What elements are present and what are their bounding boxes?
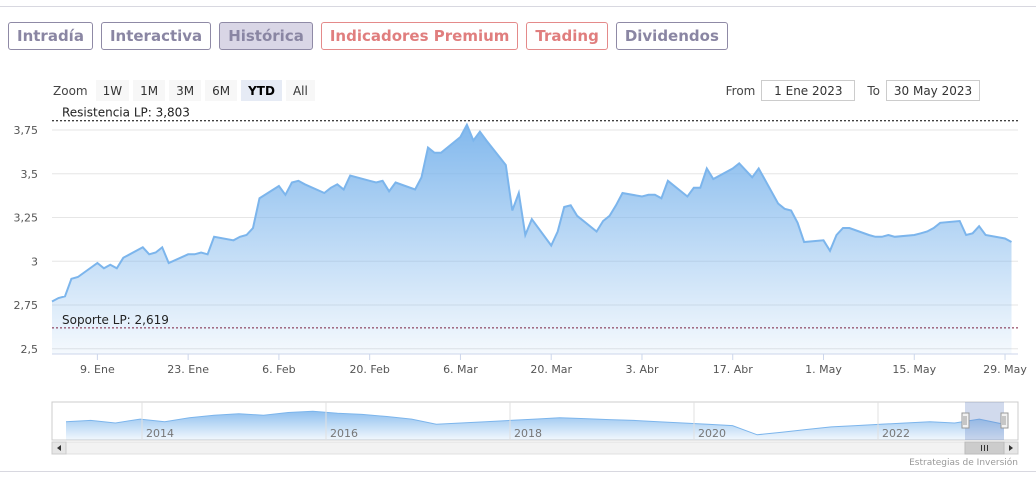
price-area-fill	[52, 124, 1012, 354]
to-date-input[interactable]	[886, 80, 980, 101]
from-date-input[interactable]	[761, 80, 856, 101]
zoom-button-2[interactable]: 3M	[169, 80, 202, 101]
tab-5[interactable]: Dividendos	[615, 22, 728, 50]
tab-3[interactable]: Indicadores Premium	[320, 22, 519, 50]
navigator-window	[965, 402, 1004, 440]
price-line	[51, 122, 1012, 303]
y-tick-label: 2,75	[14, 299, 39, 312]
y-tick-label: 3,5	[21, 168, 39, 181]
plot-line-label-1: Soporte LP: 2,619	[62, 313, 169, 327]
navigator-year-label: 2022	[882, 427, 910, 440]
arrow-left-icon	[57, 445, 61, 451]
x-tick-label: 20. Feb	[349, 363, 389, 376]
x-tick-label: 20. Mar	[530, 363, 572, 376]
x-tick-label: 9. Ene	[80, 363, 115, 376]
x-tick-label: 3. Abr	[625, 363, 658, 376]
zoom-button-4[interactable]: YTD	[241, 80, 282, 101]
x-tick-label: 6. Mar	[443, 363, 478, 376]
zoom-button-3[interactable]: 6M	[205, 80, 238, 101]
navigator-year-label: 2016	[330, 427, 358, 440]
tab-4[interactable]: Trading	[526, 22, 608, 50]
chart-tabs: Intradía Interactiva Histórica Indicadores …	[8, 22, 728, 50]
navigator-line	[65, 410, 1005, 436]
zoom-button-0[interactable]: 1W	[95, 80, 130, 101]
zoom-button-5[interactable]: All	[285, 80, 315, 101]
date-range: From To	[726, 80, 980, 101]
bottom-divider	[0, 471, 1036, 472]
x-tick-label: 6. Feb	[262, 363, 295, 376]
x-tick-label: 29. May	[983, 363, 1027, 376]
arrow-right-icon	[1009, 445, 1013, 451]
y-tick-label: 3,25	[14, 212, 39, 225]
zoom-button-1[interactable]: 1M	[133, 80, 166, 101]
scrollbar-track	[51, 441, 1019, 455]
x-tick-label: 17. Abr	[713, 363, 753, 376]
credits: Estrategias de Inversión	[909, 458, 1018, 468]
x-tick-label: 23. Ene	[167, 363, 209, 376]
zoom-selector: Zoom 1W 1M 3M 6M YTD All	[53, 80, 315, 101]
tab-0[interactable]: Intradía	[8, 22, 93, 50]
y-axis: 2,5 2,75 3 3,25 3,5 3,75	[14, 124, 39, 356]
tab-1[interactable]: Interactiva	[100, 22, 212, 50]
navigator[interactable]: 2014 2016 2018 2020 2022	[51, 401, 1019, 455]
navigator-year-label: 2018	[514, 427, 542, 440]
y-tick-label: 3	[31, 255, 38, 268]
tab-2[interactable]: Histórica	[219, 22, 313, 50]
zoom-label: Zoom	[53, 83, 88, 98]
price-area	[51, 122, 1012, 354]
x-tick-label: 15. May	[892, 363, 936, 376]
top-divider	[0, 6, 1036, 7]
x-tick-label: 1. May	[805, 363, 842, 376]
navigator-area	[66, 411, 1004, 440]
y-tick-label: 3,75	[14, 124, 39, 137]
to-label: To	[867, 83, 880, 98]
navigator-year-label: 2014	[146, 427, 174, 440]
from-label: From	[725, 83, 756, 98]
y-tick-label: 2,5	[21, 343, 39, 356]
navigator-year-label: 2020	[698, 427, 726, 440]
plot-line-label-0: Resistencia LP: 3,803	[62, 106, 190, 120]
support-resistance-lines: Resistencia LP: 3,803 Soporte LP: 2,619	[52, 106, 1018, 329]
x-axis: 9. Ene 23. Ene 6. Feb 20. Feb 6. Mar 20. Mar 3…	[52, 353, 1027, 376]
